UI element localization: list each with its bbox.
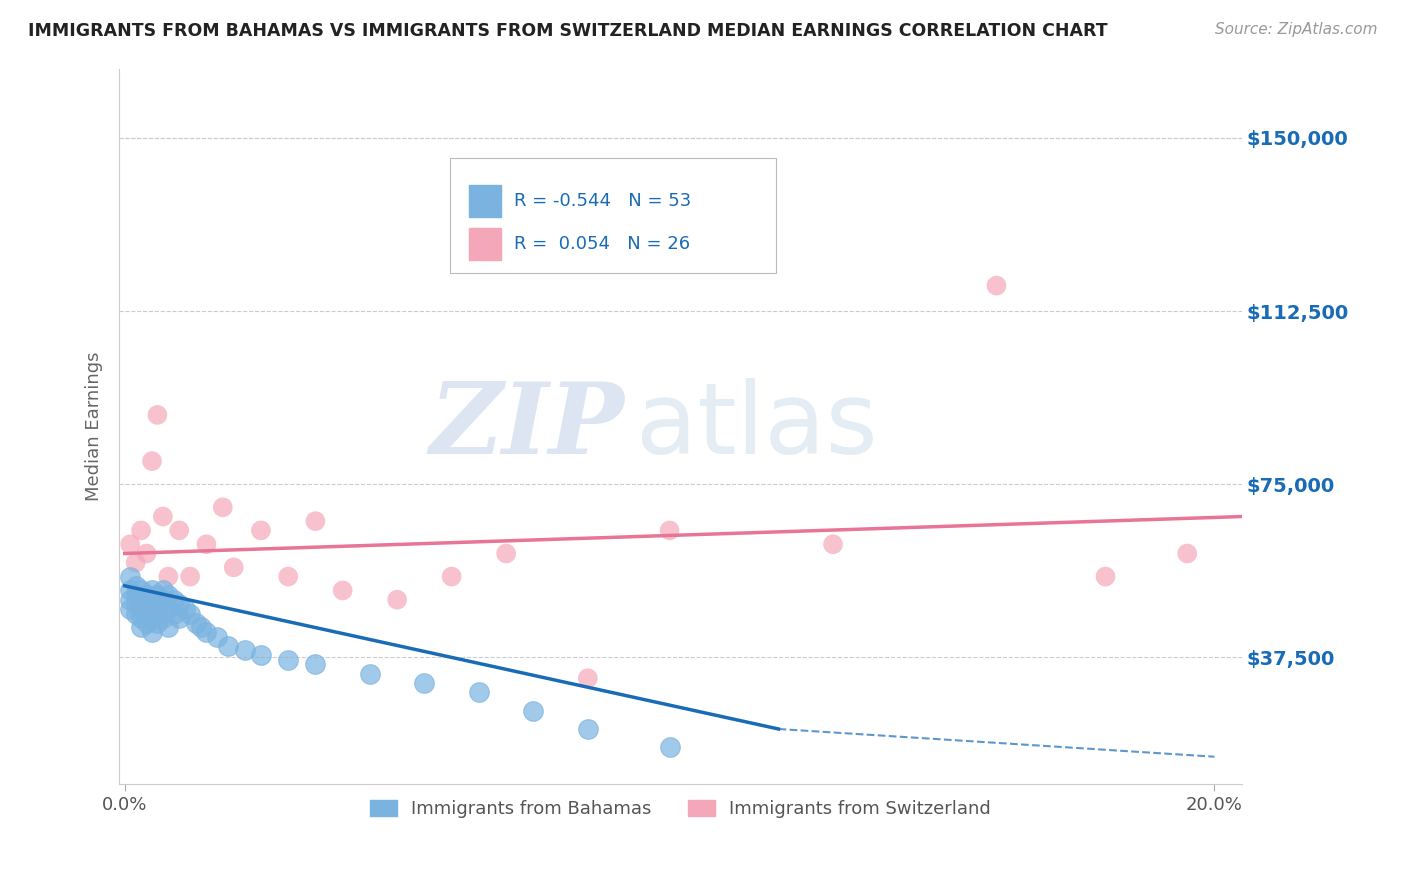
Point [250,648,273,662]
Point [658,740,681,755]
Point [146,597,169,611]
Point [522,704,544,718]
Point [141,602,163,616]
Point [129,611,152,625]
Point [440,569,463,583]
Point [217,639,239,653]
Point [135,607,157,621]
Point [167,597,190,611]
Point [658,524,681,538]
Point [195,537,218,551]
Point [120,602,142,616]
Point [141,611,163,625]
Point [413,675,436,690]
Point [190,620,212,634]
Bar [470,227,501,260]
Bar [470,185,501,217]
Point [211,500,233,515]
Point [152,583,174,598]
Point [250,524,273,538]
Point [195,625,218,640]
Point [576,722,599,736]
Point [173,602,195,616]
Point [146,615,169,630]
Point [1175,547,1198,561]
Point [184,615,207,630]
Point [135,588,157,602]
Point [120,569,142,583]
Point [167,524,190,538]
Point [141,592,163,607]
Point [146,607,169,621]
Point [167,611,190,625]
Point [1094,569,1116,583]
Point [157,620,180,634]
Point [129,620,152,634]
Point [120,583,142,598]
Point [468,685,491,699]
Point [129,583,152,598]
Text: Source: ZipAtlas.com: Source: ZipAtlas.com [1215,22,1378,37]
Point [129,592,152,607]
Point [163,607,186,621]
Point [141,583,163,598]
Point [304,514,326,528]
Point [124,607,146,621]
Point [157,602,180,616]
Point [135,547,157,561]
Point [222,560,245,574]
Legend: Immigrants from Bahamas, Immigrants from Switzerland: Immigrants from Bahamas, Immigrants from… [363,793,998,825]
Point [157,588,180,602]
Point [179,569,201,583]
Point [141,625,163,640]
Point [146,408,169,422]
Point [129,602,152,616]
Point [821,537,844,551]
Point [986,278,1008,293]
Point [385,592,408,607]
Text: atlas: atlas [636,378,877,475]
Text: ZIP: ZIP [429,378,624,475]
Text: IMMIGRANTS FROM BAHAMAS VS IMMIGRANTS FROM SWITZERLAND MEDIAN EARNINGS CORRELATI: IMMIGRANTS FROM BAHAMAS VS IMMIGRANTS FR… [28,22,1108,40]
Point [124,588,146,602]
Point [152,611,174,625]
Point [304,657,326,672]
Point [120,592,142,607]
Point [124,579,146,593]
Point [277,569,299,583]
Point [207,630,229,644]
Point [332,583,354,598]
Text: R = -0.544   N = 53: R = -0.544 N = 53 [515,192,692,210]
Point [124,556,146,570]
Point [152,509,174,524]
Point [146,588,169,602]
Point [152,592,174,607]
Text: R =  0.054   N = 26: R = 0.054 N = 26 [515,235,690,253]
Point [179,607,201,621]
Point [157,569,180,583]
Y-axis label: Median Earnings: Median Earnings [86,351,103,501]
FancyBboxPatch shape [450,158,776,273]
Point [135,597,157,611]
Point [576,671,599,685]
Point [120,537,142,551]
Point [124,597,146,611]
Point [141,454,163,468]
Point [233,643,256,657]
Point [163,592,186,607]
Point [129,524,152,538]
Point [135,615,157,630]
Point [277,653,299,667]
Point [495,547,517,561]
Point [359,666,381,681]
